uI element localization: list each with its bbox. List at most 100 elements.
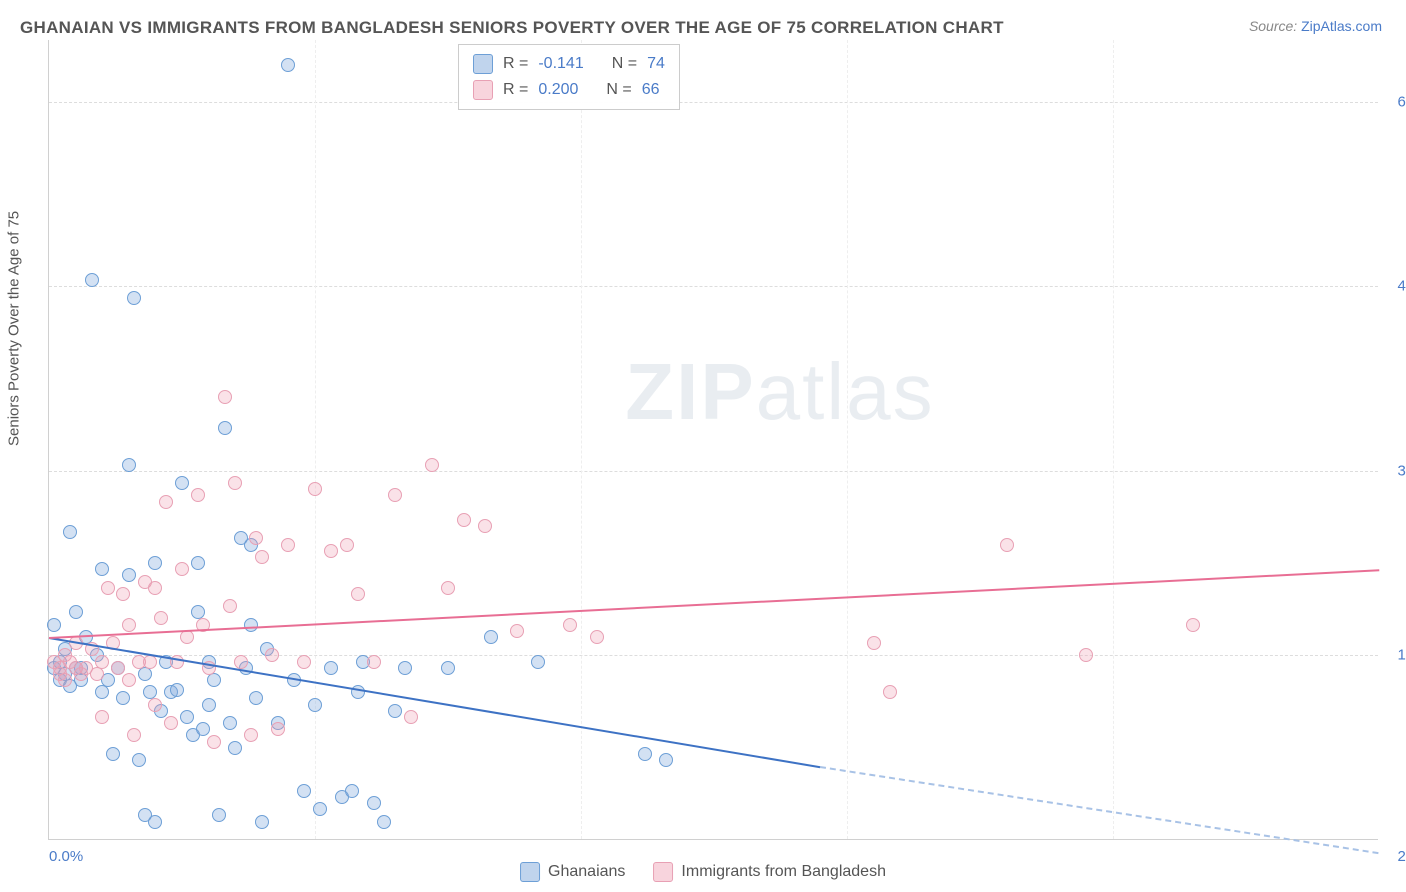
legend-row-ghanaians: R = -0.141 N = 74 — [473, 51, 665, 77]
legend-item-bangladesh: Immigrants from Bangladesh — [653, 862, 886, 882]
source-label: Source: — [1249, 18, 1297, 34]
scatter-point — [388, 488, 402, 502]
r-label: R = — [503, 77, 528, 103]
n-value-1: 74 — [647, 51, 665, 77]
scatter-point — [1000, 538, 1014, 552]
y-axis-label: Seniors Poverty Over the Age of 75 — [6, 211, 23, 446]
scatter-point — [95, 655, 109, 669]
scatter-point — [218, 421, 232, 435]
scatter-point — [457, 513, 471, 527]
trend-line — [49, 569, 1379, 639]
scatter-point — [148, 698, 162, 712]
n-label: N = — [612, 51, 637, 77]
chart-container: GHANAIAN VS IMMIGRANTS FROM BANGLADESH S… — [0, 0, 1406, 892]
scatter-point — [223, 599, 237, 613]
scatter-point — [308, 482, 322, 496]
legend-row-bangladesh: R = 0.200 N = 66 — [473, 77, 665, 103]
scatter-point — [111, 661, 125, 675]
scatter-point — [281, 538, 295, 552]
x-tick-label: 25.0% — [1397, 848, 1406, 865]
scatter-point — [207, 673, 221, 687]
scatter-point — [180, 710, 194, 724]
watermark-bold: ZIP — [625, 347, 755, 436]
x-tick-label: 0.0% — [49, 848, 83, 865]
scatter-point — [510, 624, 524, 638]
scatter-point — [367, 655, 381, 669]
legend-label: Ghanaians — [548, 863, 625, 881]
scatter-point — [281, 58, 295, 72]
scatter-point — [58, 673, 72, 687]
scatter-point — [191, 556, 205, 570]
trend-line-dashed — [820, 766, 1379, 854]
scatter-point — [63, 525, 77, 539]
scatter-point — [441, 661, 455, 675]
n-value-2: 66 — [642, 77, 660, 103]
scatter-point — [249, 691, 263, 705]
scatter-point — [271, 722, 285, 736]
watermark: ZIPatlas — [625, 346, 934, 438]
scatter-point — [345, 784, 359, 798]
plot-area: ZIPatlas 15.0%30.0%45.0%60.0%0.0%25.0% — [48, 40, 1378, 840]
legend-item-ghanaians: Ghanaians — [520, 862, 625, 882]
y-tick-label: 15.0% — [1397, 647, 1406, 664]
scatter-point — [308, 698, 322, 712]
scatter-point — [164, 716, 178, 730]
scatter-point — [175, 562, 189, 576]
scatter-point — [122, 673, 136, 687]
scatter-point — [207, 735, 221, 749]
scatter-point — [154, 611, 168, 625]
correlation-legend: R = -0.141 N = 74 R = 0.200 N = 66 — [458, 44, 680, 110]
scatter-point — [228, 476, 242, 490]
scatter-point — [265, 648, 279, 662]
scatter-point — [484, 630, 498, 644]
scatter-point — [297, 784, 311, 798]
gridline-horizontal — [49, 102, 1378, 103]
scatter-point — [101, 581, 115, 595]
scatter-point — [69, 605, 83, 619]
scatter-point — [148, 581, 162, 595]
scatter-point — [90, 667, 104, 681]
scatter-point — [1079, 648, 1093, 662]
scatter-point — [223, 716, 237, 730]
scatter-point — [106, 747, 120, 761]
scatter-point — [883, 685, 897, 699]
scatter-point — [867, 636, 881, 650]
scatter-point — [127, 291, 141, 305]
scatter-point — [324, 661, 338, 675]
gridline-horizontal — [49, 655, 1378, 656]
scatter-point — [590, 630, 604, 644]
watermark-rest: atlas — [756, 347, 935, 436]
scatter-point — [1186, 618, 1200, 632]
scatter-point — [138, 667, 152, 681]
scatter-point — [297, 655, 311, 669]
chart-title: GHANAIAN VS IMMIGRANTS FROM BANGLADESH S… — [20, 18, 1004, 38]
scatter-point — [148, 556, 162, 570]
scatter-point — [212, 808, 226, 822]
scatter-point — [132, 753, 146, 767]
scatter-point — [563, 618, 577, 632]
scatter-point — [95, 562, 109, 576]
gridline-horizontal — [49, 286, 1378, 287]
scatter-point — [351, 587, 365, 601]
scatter-point — [202, 698, 216, 712]
scatter-point — [324, 544, 338, 558]
gridline-vertical — [581, 40, 582, 839]
scatter-point — [531, 655, 545, 669]
swatch-pink-icon — [653, 862, 673, 882]
scatter-point — [234, 655, 248, 669]
gridline-vertical — [847, 40, 848, 839]
n-label: N = — [606, 77, 631, 103]
scatter-point — [85, 273, 99, 287]
scatter-point — [218, 390, 232, 404]
y-tick-label: 60.0% — [1397, 93, 1406, 110]
r-label: R = — [503, 51, 528, 77]
scatter-point — [441, 581, 455, 595]
scatter-point — [638, 747, 652, 761]
scatter-point — [388, 704, 402, 718]
scatter-point — [122, 458, 136, 472]
scatter-point — [122, 568, 136, 582]
scatter-point — [367, 796, 381, 810]
scatter-point — [116, 587, 130, 601]
scatter-point — [127, 728, 141, 742]
r-value-1: -0.141 — [538, 51, 583, 77]
